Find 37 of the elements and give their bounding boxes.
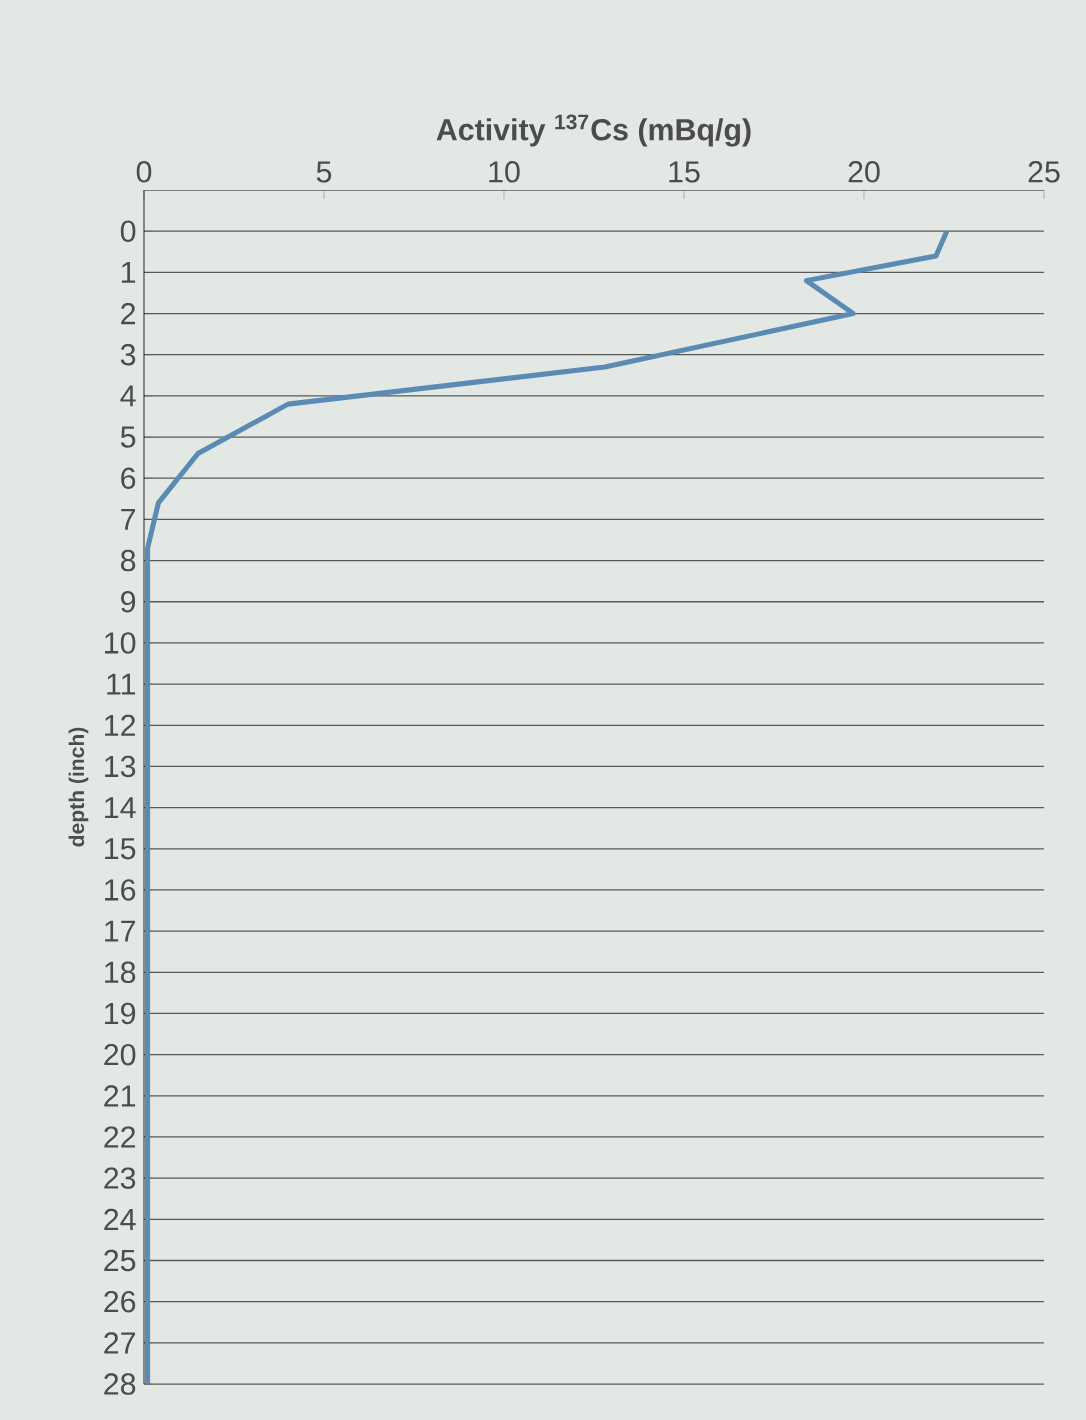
y-tick-label: 14 <box>105 797 136 819</box>
y-axis-title: depth (inch) <box>68 727 89 847</box>
y-tick-label: 22 <box>104 1126 136 1148</box>
y-tick-label: 26 <box>104 1290 136 1313</box>
y-tick-label: 6 <box>121 467 136 489</box>
y-tick-label: 4 <box>120 385 136 407</box>
y-tick-label: 16 <box>105 879 136 901</box>
x-tick-label: 20 <box>848 161 880 183</box>
y-tick-label: 23 <box>104 1167 136 1189</box>
y-tick-label: 19 <box>105 1002 136 1025</box>
y-tick-label: 27 <box>104 1332 136 1354</box>
y-tick-label: 11 <box>107 673 136 695</box>
y-tick-label: 13 <box>105 755 136 778</box>
x-tick-label: 15 <box>669 161 700 183</box>
y-tick-label: 5 <box>120 426 136 448</box>
x-tick-label: 25 <box>1028 161 1060 183</box>
y-tick-label: 18 <box>105 961 136 984</box>
x-tick-label: 0 <box>136 161 152 183</box>
y-tick-label: 8 <box>120 549 136 572</box>
x-axis-title: Activity $^{137}$Cs (mBq/g) <box>436 114 751 147</box>
y-tick-label: 1 <box>121 261 136 283</box>
y-tick-label: 24 <box>104 1208 136 1230</box>
y-tick-label: 9 <box>121 591 136 613</box>
y-tick-label: 10 <box>105 632 136 654</box>
y-tick-label: 12 <box>105 714 136 736</box>
y-tick-label: 3 <box>120 343 136 366</box>
y-tick-label: 28 <box>104 1373 136 1395</box>
y-tick-label: 25 <box>104 1249 136 1272</box>
y-tick-label: 0 <box>120 220 136 242</box>
y-tick-label: 2 <box>121 302 136 325</box>
y-tick-label: 20 <box>104 1043 136 1066</box>
x-tick-label: 5 <box>316 161 332 183</box>
y-tick-label: 17 <box>105 920 136 942</box>
x-tick-label: 10 <box>489 161 520 183</box>
y-tick-label: 7 <box>121 508 136 530</box>
y-tick-label: 21 <box>104 1085 136 1107</box>
y-tick-label: 15 <box>105 838 136 860</box>
